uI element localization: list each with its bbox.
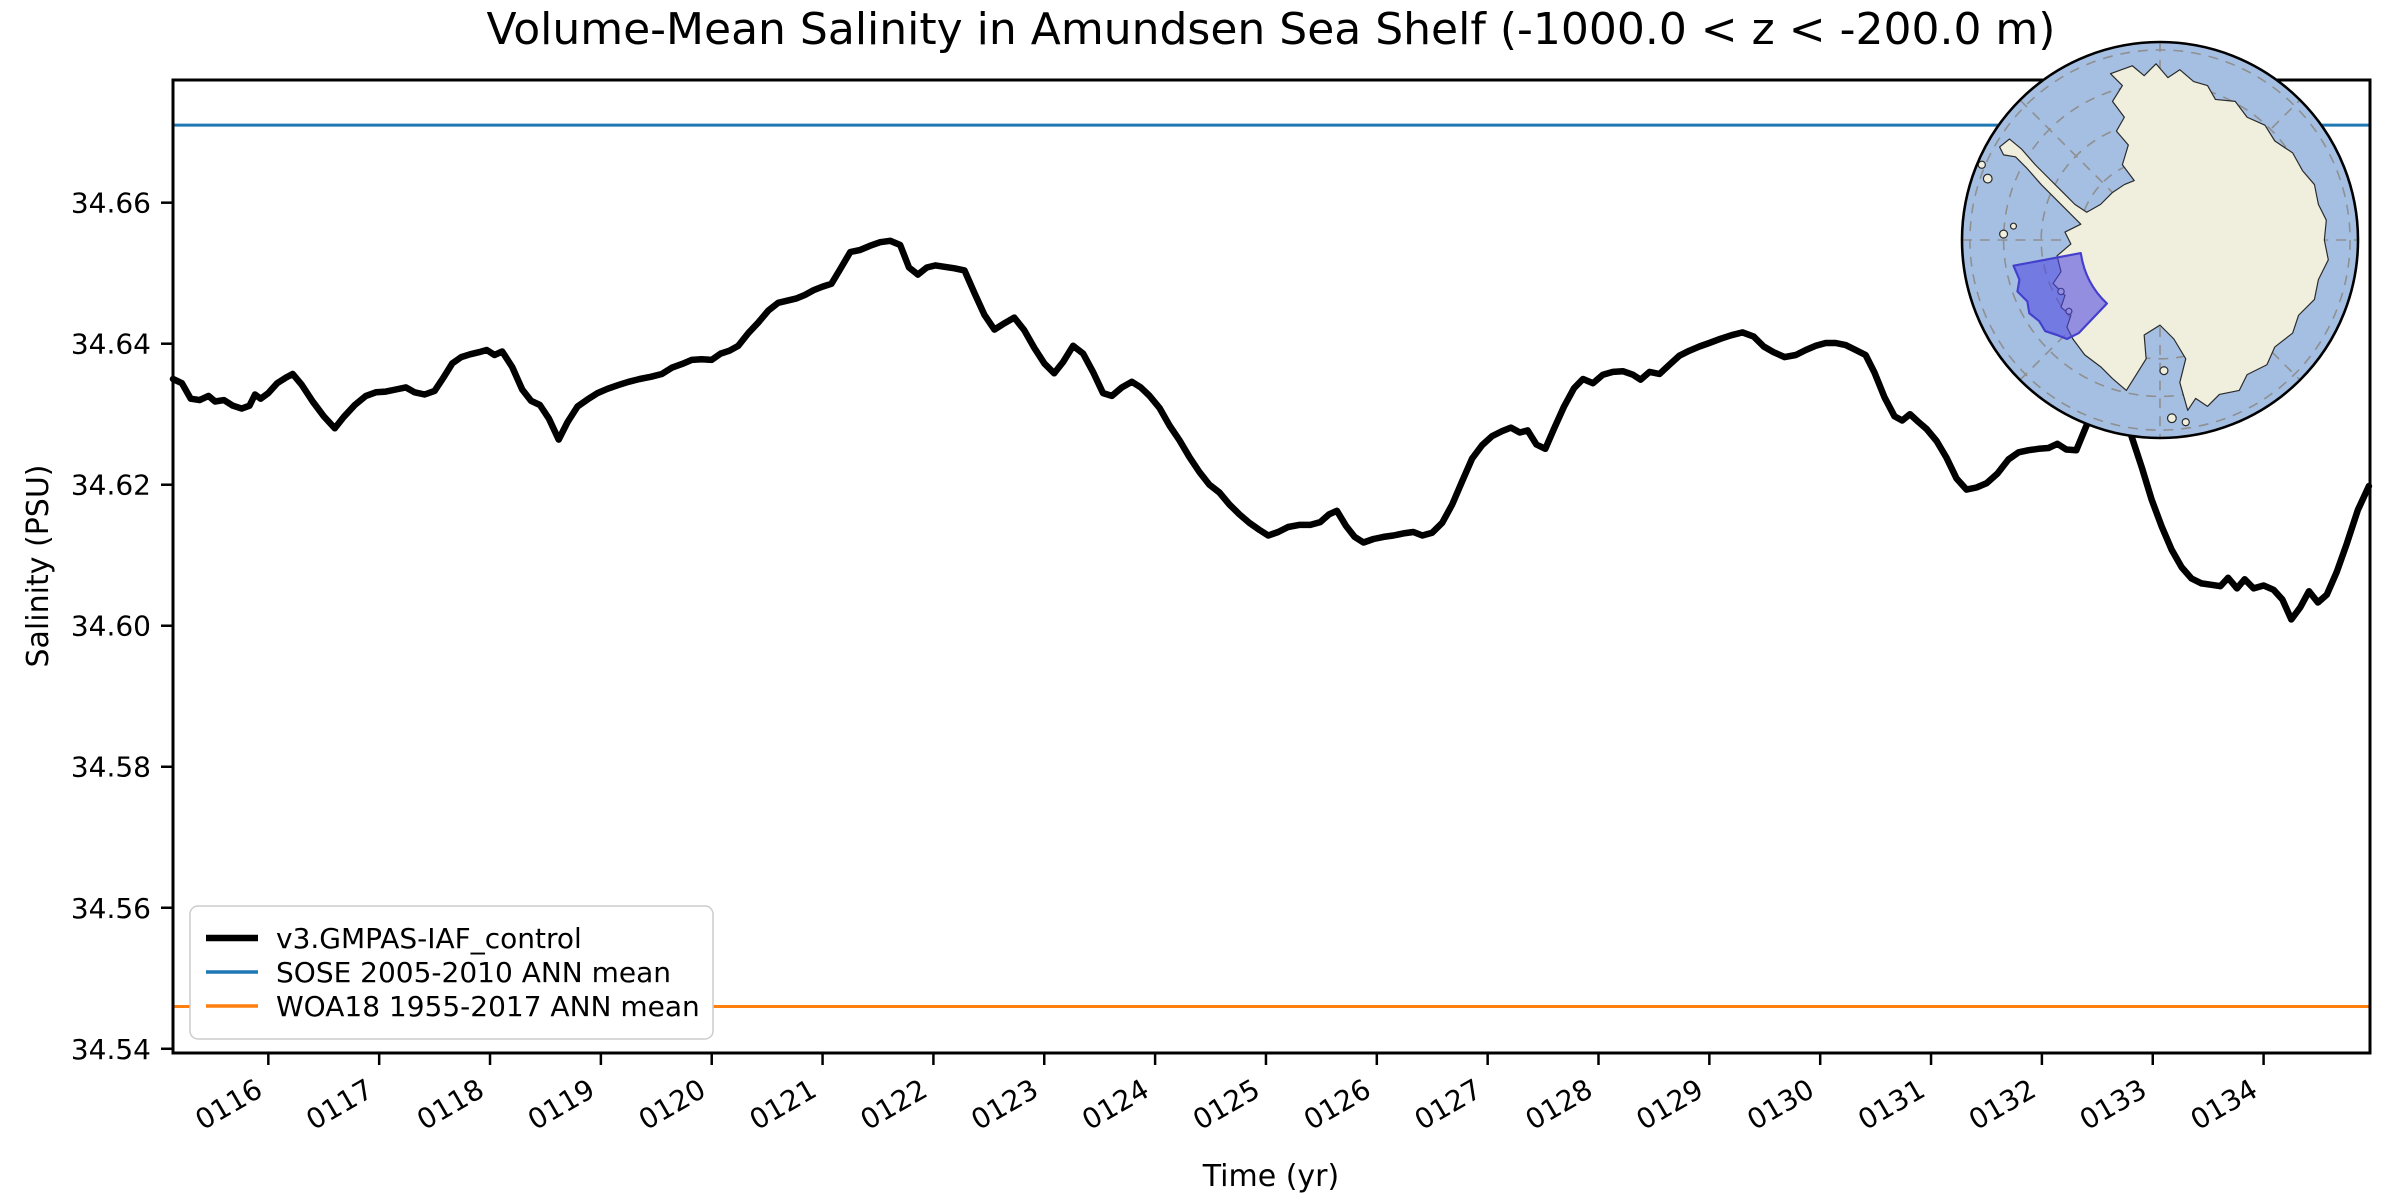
legend-label-sose: SOSE 2005-2010 ANN mean [276,956,671,989]
y-tick-label: 34.66 [71,187,151,220]
plot-frame [171,78,2372,1055]
inset-map [1960,40,2360,440]
y-tick-label: 34.54 [71,1033,151,1066]
x-tick-label: 0134 [2185,1072,2263,1136]
series-line [169,237,2373,623]
x-tick-label: 0123 [966,1072,1044,1136]
x-tick-label: 0120 [633,1072,711,1136]
x-tick-label: 0131 [1852,1072,1930,1136]
y-tick-label: 34.60 [71,610,151,643]
x-axis: 0116 0117 0118 0119 0120 0121 0122 0123 0124 0125… [190,1053,2265,1137]
legend-label-control: v3.GMPAS-IAF_control [276,922,582,955]
x-tick-label: 0118 [411,1072,489,1136]
x-tick-label: 0133 [2074,1072,2152,1136]
x-tick-label: 0122 [855,1072,933,1136]
y-tick-label: 34.62 [71,469,151,502]
legend-label-woa: WOA18 1955-2017 ANN mean [276,990,700,1023]
x-axis-label: Time (yr) [1202,1159,1339,1194]
x-tick-label: 0121 [744,1072,822,1136]
y-axis: 34.54 34.56 34.58 34.60 34.62 34.64 34.66 [71,187,173,1066]
x-tick-label: 0126 [1298,1072,1376,1136]
legend-box [189,905,714,1040]
map-border-circle [1960,40,2360,440]
x-tick-label: 0129 [1631,1072,1709,1136]
x-tick-label: 0125 [1187,1072,1265,1136]
y-axis-label: Salinity (PSU) [21,465,56,668]
x-tick-label: 0119 [522,1072,600,1136]
x-tick-label: 0128 [1520,1072,1598,1136]
y-tick-label: 34.64 [71,328,151,361]
x-tick-label: 0130 [1741,1072,1819,1136]
y-tick-label: 34.56 [71,892,151,925]
x-tick-label: 0127 [1409,1072,1487,1136]
x-tick-label: 0124 [1076,1072,1154,1136]
chart-title: Volume-Mean Salinity in Amundsen Sea She… [487,4,2056,55]
x-tick-label: 0132 [1963,1072,2041,1136]
salinity-series [169,237,2373,623]
legend: v3.GMPAS-IAF_control SOSE 2005-2010 ANN … [189,905,714,1040]
x-tick-label: 0117 [300,1072,378,1136]
x-tick-label: 0116 [190,1072,268,1136]
map-region-highlight-amundsen-shelf [2012,251,2109,341]
y-tick-label: 34.58 [71,751,151,784]
